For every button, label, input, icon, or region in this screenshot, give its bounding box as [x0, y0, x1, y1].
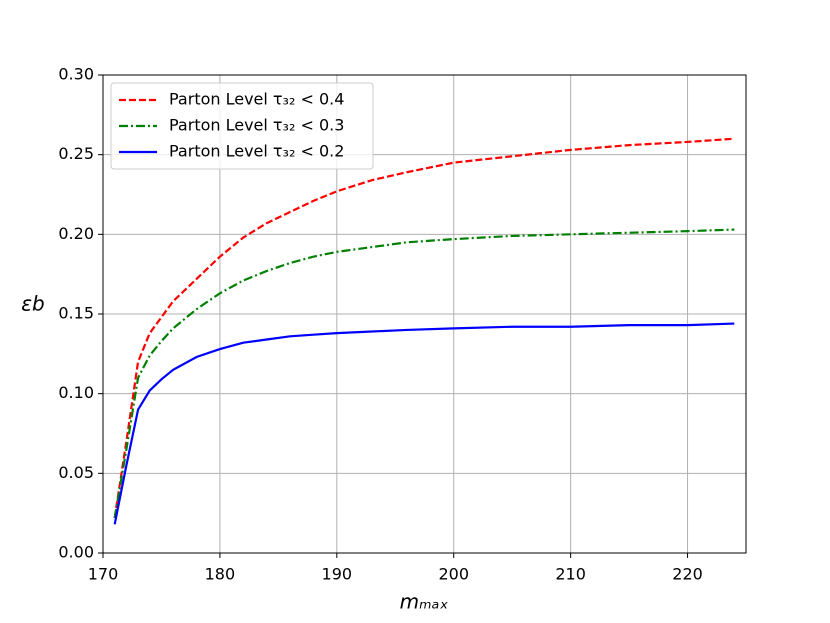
x-tick-label: 190 — [322, 565, 353, 584]
line-series — [113, 228, 735, 519]
y-tick-label: 0.15 — [58, 304, 94, 323]
x-tick-label: 220 — [672, 565, 703, 584]
y-tick-label: 0.10 — [58, 383, 94, 402]
x-tick-label: 180 — [205, 565, 236, 584]
y-axis-label: εb — [21, 292, 45, 316]
y-tick-label: 0.25 — [58, 144, 94, 163]
y-tick-label: 0.30 — [58, 65, 94, 84]
x-tick-label: 200 — [438, 565, 469, 584]
x-axis-label: mₘₐₓ — [400, 590, 449, 614]
plot-frame — [102, 74, 747, 554]
legend-label: Parton Level τ₃₂ < 0.3 — [169, 116, 344, 135]
legend-frame — [110, 82, 374, 170]
x-tick-label: 170 — [88, 565, 119, 584]
legend-label: Parton Level τ₃₂ < 0.2 — [169, 142, 344, 161]
y-tick-label: 0.20 — [58, 224, 94, 243]
legend: Parton Level τ₃₂ < 0.4 Parton Level τ₃₂ <… — [110, 82, 374, 170]
line-series — [113, 322, 735, 525]
line-series — [113, 137, 735, 519]
y-tick-label: 0.05 — [58, 463, 94, 482]
x-tick-label: 210 — [555, 565, 586, 584]
legend-label: Parton Level τ₃₂ < 0.4 — [169, 90, 344, 109]
y-tick-label: 0.00 — [58, 543, 94, 562]
